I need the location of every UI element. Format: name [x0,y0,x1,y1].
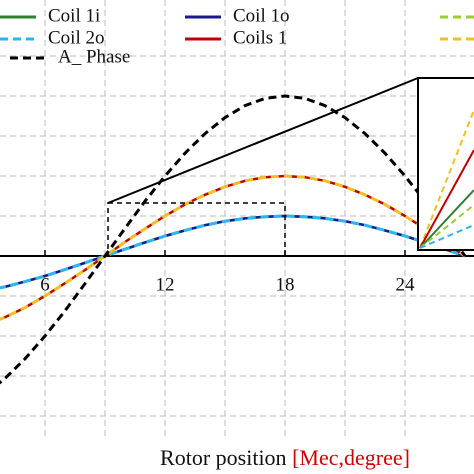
zoom-box [107,202,286,257]
zoom-connector [107,77,419,204]
inset-line [419,204,474,249]
legend-label: Coils 1 [233,27,287,48]
legend-label: Coil 1i [48,5,100,26]
legend-label: Coil 1o [233,5,289,26]
plot-lines [0,94,467,385]
x-tick-label: 12 [156,274,175,295]
legend: Coil 1i Coil 1o Coil 2o Coils 1 A_ Phase [0,5,474,67]
zoom-annotation [107,77,474,257]
x-axis-label: Rotor position [Mec,degree] [160,445,410,470]
x-tick-label: 24 [396,274,416,295]
legend-label: A_ Phase [58,46,130,67]
inset-line [419,109,474,249]
series-line [0,94,467,385]
inset-line [419,149,474,249]
x-axis-unit: [Mec,degree] [292,445,410,470]
x-tick-label: 6 [40,274,50,295]
inset-line [419,189,474,249]
x-tick-label: 18 [276,274,295,295]
series-line [0,214,466,290]
legend-label: Coil 2o [48,27,104,48]
x-axis-title: Rotor position [160,445,287,470]
series-line [0,174,466,321]
series-line [0,174,466,321]
grid: 6 12 18 24 [0,0,474,440]
